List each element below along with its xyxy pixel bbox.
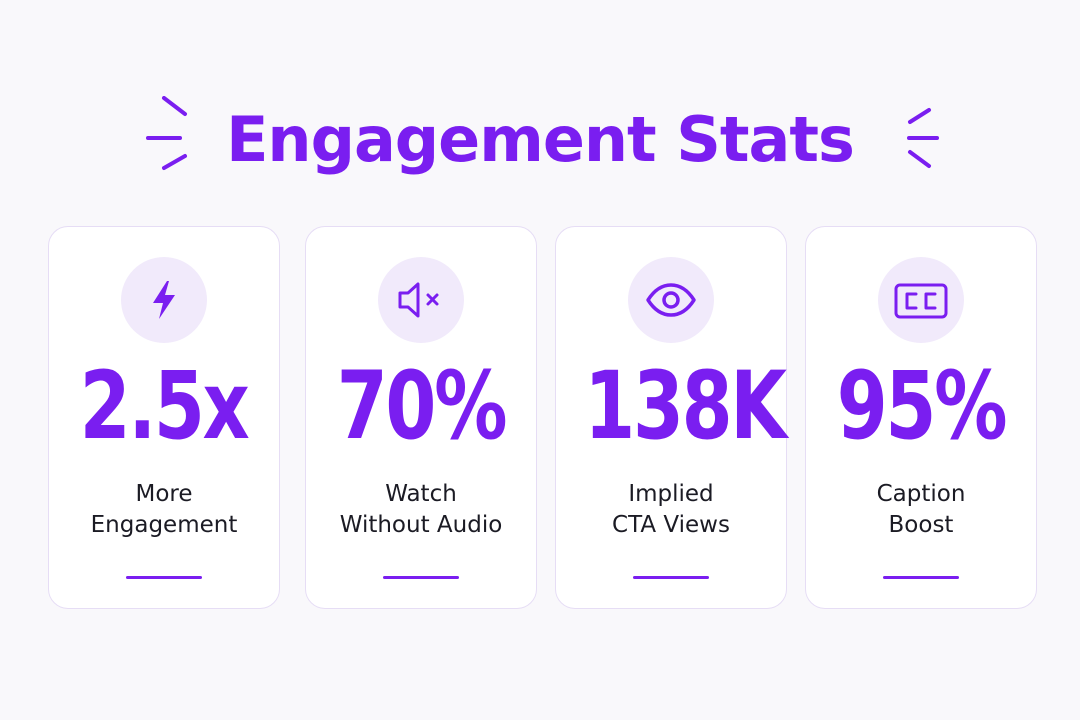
stat-value: 95% <box>836 352 1008 461</box>
burst-lines-right-icon <box>907 108 939 168</box>
stat-label: More Engagement <box>90 481 238 538</box>
accent-underline <box>126 576 202 579</box>
stat-value: 138K <box>584 352 787 461</box>
stat-card-engagement: 2.5x More Engagement <box>48 226 280 609</box>
eye-icon <box>628 257 714 343</box>
burst-lines-left-icon <box>146 96 187 170</box>
header: Engagement Stats <box>0 96 1080 186</box>
closed-captions-icon <box>878 257 964 343</box>
stat-value: 70% <box>336 352 508 461</box>
accent-underline <box>633 576 709 579</box>
stat-label: Watch Without Audio <box>339 481 503 538</box>
speaker-muted-icon <box>378 257 464 343</box>
stat-value: 2.5x <box>80 352 250 461</box>
accent-underline <box>383 576 459 579</box>
stat-label: Implied CTA Views <box>612 481 730 538</box>
accent-underline <box>883 576 959 579</box>
stat-card-caption-boost: 95% Caption Boost <box>805 226 1037 609</box>
stat-label: Caption Boost <box>876 481 966 538</box>
stat-card-without-audio: 70% Watch Without Audio <box>305 226 537 609</box>
page-title: Engagement Stats <box>226 103 855 176</box>
lightning-bolt-icon <box>121 257 207 343</box>
stat-card-cta-views: 138K Implied CTA Views <box>555 226 787 609</box>
